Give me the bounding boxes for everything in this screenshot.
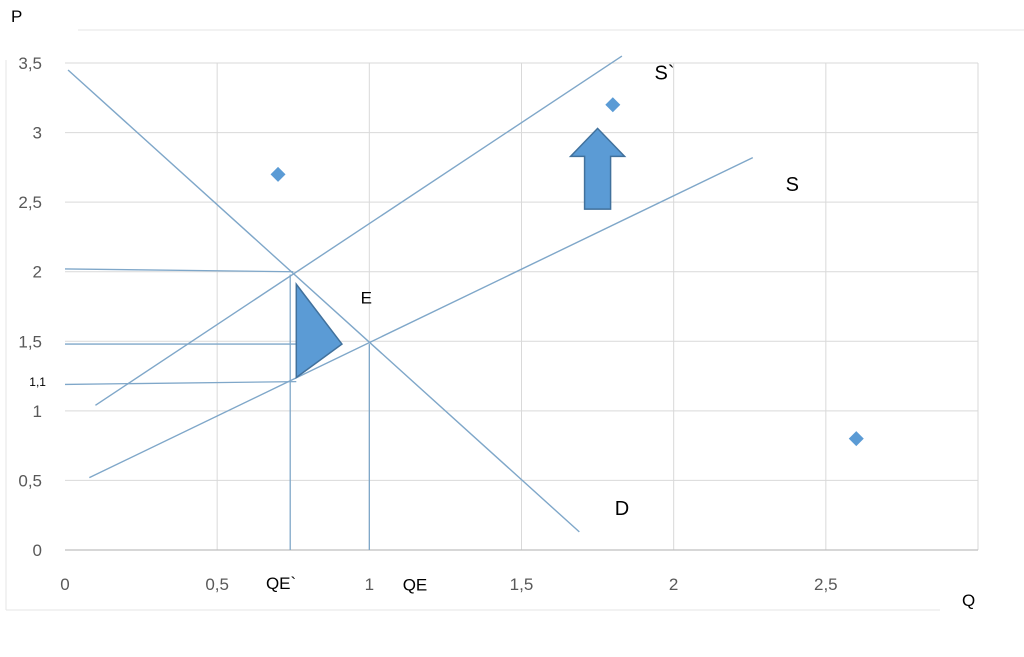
annotation-label: QE — [403, 575, 428, 594]
y-tick-label: 2 — [33, 263, 42, 282]
data-point-marker — [605, 97, 621, 113]
y-tick-label: 1 — [33, 402, 42, 421]
outer-frame — [5, 29, 1024, 611]
y-tick-label: 2,5 — [18, 193, 42, 212]
x-tick-label: 0 — [60, 575, 69, 594]
annotation-label: S — [786, 174, 799, 196]
y-tick-labels: 0 0,5 1 1,5 2 2,5 3 3,5 — [18, 54, 42, 560]
x-tick-label: 1 — [365, 575, 374, 594]
annotation-label: D — [615, 498, 629, 520]
data-point-marker — [270, 166, 286, 182]
demand-line — [67, 69, 580, 533]
y-tick-label: 0 — [33, 541, 42, 560]
x-tick-label: 0,5 — [205, 575, 229, 594]
guide-line — [64, 380, 297, 386]
y-tick-label: 0,5 — [18, 471, 42, 490]
annotation-label: QE` — [266, 574, 296, 593]
annotation-label: S` — [655, 63, 675, 85]
curve-lines — [67, 55, 754, 533]
x-axis-label: Q — [962, 591, 975, 610]
guide-line — [64, 268, 294, 273]
x-tick-label: 2,5 — [814, 575, 838, 594]
y-axis-label: P — [11, 7, 22, 26]
x-tick-label: 2 — [669, 575, 678, 594]
annotation-label: 1,1 — [29, 375, 46, 389]
annotation-label: E — [361, 289, 372, 308]
up-arrow-shape — [568, 127, 627, 210]
data-points — [270, 97, 864, 447]
y-tick-label: 1,5 — [18, 332, 42, 351]
grid — [65, 62, 979, 551]
shapes — [295, 127, 627, 379]
supply-line — [89, 156, 754, 479]
supply-shifted-line — [95, 55, 623, 406]
guide-lines — [64, 268, 370, 550]
annotations: S` S E D QE` QE 1,1 — [29, 63, 799, 595]
triangle-shape — [295, 282, 344, 379]
y-tick-label: 3,5 — [18, 54, 42, 73]
x-tick-labels: 0 0,5 1 1,5 2 2,5 — [60, 575, 837, 594]
x-tick-label: 1,5 — [510, 575, 534, 594]
data-point-marker — [848, 431, 864, 447]
y-tick-label: 3 — [33, 124, 42, 143]
